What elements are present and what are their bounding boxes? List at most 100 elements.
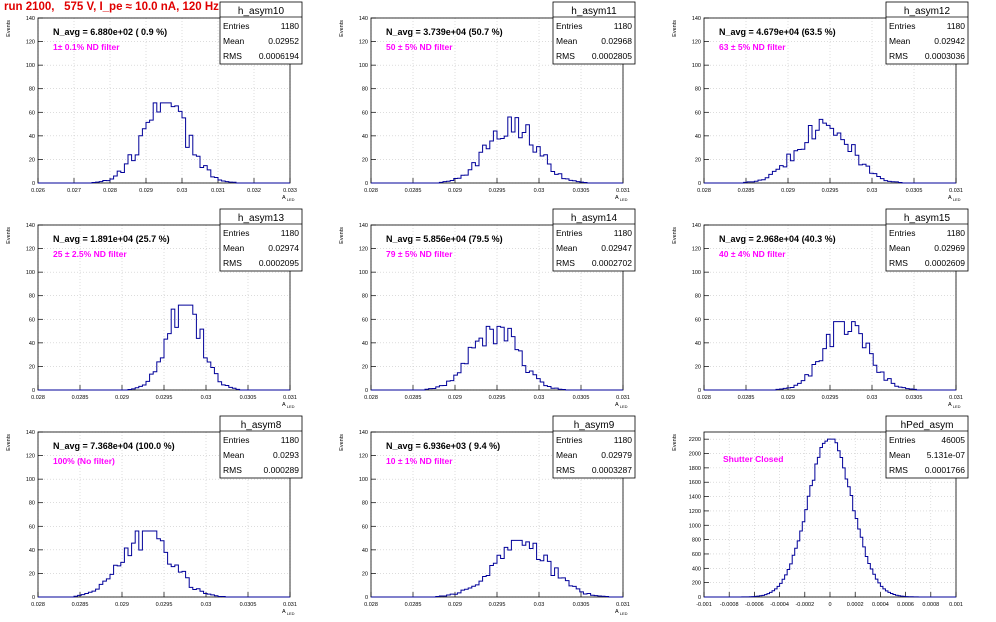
histogram-bin <box>490 141 494 183</box>
y-tick-label: 20 <box>362 571 368 577</box>
histogram-bin <box>468 588 472 597</box>
histogram-bin <box>196 589 200 597</box>
navg-label: N_avg = 6.880e+02 ( 0.9 %) <box>53 27 167 37</box>
y-tick-label: 20 <box>362 364 368 370</box>
y-tick-label: 20 <box>695 364 701 370</box>
histogram-bin <box>855 519 858 597</box>
histogram-bin <box>214 374 218 390</box>
histogram-bin <box>880 372 884 390</box>
histogram-bin <box>787 154 791 183</box>
x-tick-label: 0.028 <box>364 602 378 608</box>
stats-value-entries: 1180 <box>947 228 966 238</box>
histogram-bin <box>493 344 497 390</box>
histogram-bin <box>479 581 483 597</box>
histogram-bin <box>817 457 820 597</box>
stats-value-rms: 0.000289 <box>264 465 300 475</box>
y-tick-label: 60 <box>29 317 35 323</box>
histogram-panel-h_asym8: 0.028 0.0285 0.029 0.0295 0.03 0.0305 0.031 0 20… <box>6 415 303 616</box>
x-axis-label: A LED <box>615 609 628 616</box>
histogram-bin <box>555 174 559 183</box>
histogram-bin <box>150 531 154 597</box>
histogram-bin <box>565 581 569 597</box>
histogram-bin <box>168 103 172 183</box>
x-tick-label: 0.001 <box>949 602 963 608</box>
y-tick-label: 60 <box>695 110 701 116</box>
histogram-bin <box>142 129 146 183</box>
histogram-bin <box>211 368 215 390</box>
histogram-bin <box>823 349 827 390</box>
histogram-bin <box>186 305 190 390</box>
stats-value-entries: 1180 <box>614 435 633 445</box>
y-tick-label: 120 <box>692 247 701 253</box>
histogram-bin <box>526 125 530 183</box>
x-tick-label: 0.03 <box>534 188 545 194</box>
navg-label: N_avg = 7.368e+04 (100.0 %) <box>53 441 175 451</box>
x-axis-label: A LED <box>282 195 295 202</box>
x-tick-label: 0.031 <box>616 602 630 608</box>
histogram-panel-h_asym9: 0.028 0.0285 0.029 0.0295 0.03 0.0305 0.031 0 20… <box>339 415 636 616</box>
histogram-bin <box>511 132 515 183</box>
stats-label-rms: RMS <box>889 465 908 475</box>
histogram-bin <box>196 156 200 183</box>
filter-annotation: Shutter Closed <box>723 454 783 464</box>
histogram-bin <box>186 147 190 183</box>
y-tick-label: 60 <box>695 317 701 323</box>
x-tick-label: 0.0285 <box>72 395 89 401</box>
histogram-outline <box>371 325 623 391</box>
histogram-panel-h_asym15: 0.028 0.0285 0.029 0.0295 0.03 0.0305 0.031 0 20… <box>672 208 969 409</box>
histogram-panel-hPed_asym: -0.001 -0.0008 -0.0006 -0.0004 -0.0002 0 0.000… <box>672 415 969 608</box>
histogram-bin <box>835 443 838 597</box>
stats-label-rms: RMS <box>223 465 242 475</box>
stats-label-rms: RMS <box>556 51 575 61</box>
stats-value-mean: 0.02968 <box>601 36 632 46</box>
histogram-bin <box>164 339 168 390</box>
stats-value-rms: 0.0006194 <box>259 51 299 61</box>
stats-value-rms: 0.0002095 <box>259 258 299 268</box>
x-axis-label-sub: LED <box>619 197 628 202</box>
x-tick-label: 0.0295 <box>156 395 173 401</box>
histogram-bin <box>544 155 548 183</box>
y-tick-label: 140 <box>359 16 368 22</box>
y-tick-label: 60 <box>362 524 368 530</box>
navg-label: N_avg = 2.968e+04 (40.3 %) <box>719 234 836 244</box>
x-tick-label: 0.026 <box>31 188 45 194</box>
x-tick-label: 0.029 <box>448 395 462 401</box>
x-tick-label: 0.031 <box>949 188 963 194</box>
y-tick-label: 0 <box>698 181 701 187</box>
histogram-bin <box>486 575 490 597</box>
x-tick-label: 0.03 <box>201 602 212 608</box>
histogram-bin <box>848 151 852 183</box>
stats-label-entries: Entries <box>223 21 249 31</box>
histogram-bin <box>117 566 121 597</box>
stats-label-rms: RMS <box>223 258 242 268</box>
histogram-outline <box>38 530 290 598</box>
x-tick-label: 0.0305 <box>240 395 257 401</box>
stats-box-title: h_asym11 <box>571 6 617 17</box>
histogram-bin <box>193 155 197 183</box>
y-tick-label: 120 <box>359 454 368 460</box>
histogram-bin <box>808 376 812 390</box>
stats-box <box>552 208 636 272</box>
histogram-bin <box>830 347 834 390</box>
histogram-bin <box>825 441 828 597</box>
histogram-bin <box>812 480 815 597</box>
histogram-bin <box>146 531 150 597</box>
navg-label: N_avg = 1.891e+04 (25.7 %) <box>53 234 170 244</box>
histogram-bin <box>776 169 780 183</box>
histogram-bin <box>483 145 487 183</box>
y-tick-label: 1000 <box>689 523 701 529</box>
stats-value-entries: 1180 <box>281 228 300 238</box>
y-axis-label: Events <box>6 20 12 37</box>
histogram-bin <box>888 379 892 390</box>
y-tick-label: 40 <box>362 341 368 347</box>
y-tick-label: 140 <box>26 430 35 436</box>
histogram-bin <box>547 561 551 597</box>
histogram-bin <box>830 128 834 183</box>
histogram-bin <box>522 545 526 597</box>
x-tick-label: 0.0305 <box>573 188 590 194</box>
x-tick-label: 0.029 <box>115 602 129 608</box>
histogram-bin <box>117 171 121 183</box>
histogram-bin <box>843 468 846 597</box>
histogram-bin <box>519 351 523 390</box>
y-tick-label: 120 <box>26 247 35 253</box>
